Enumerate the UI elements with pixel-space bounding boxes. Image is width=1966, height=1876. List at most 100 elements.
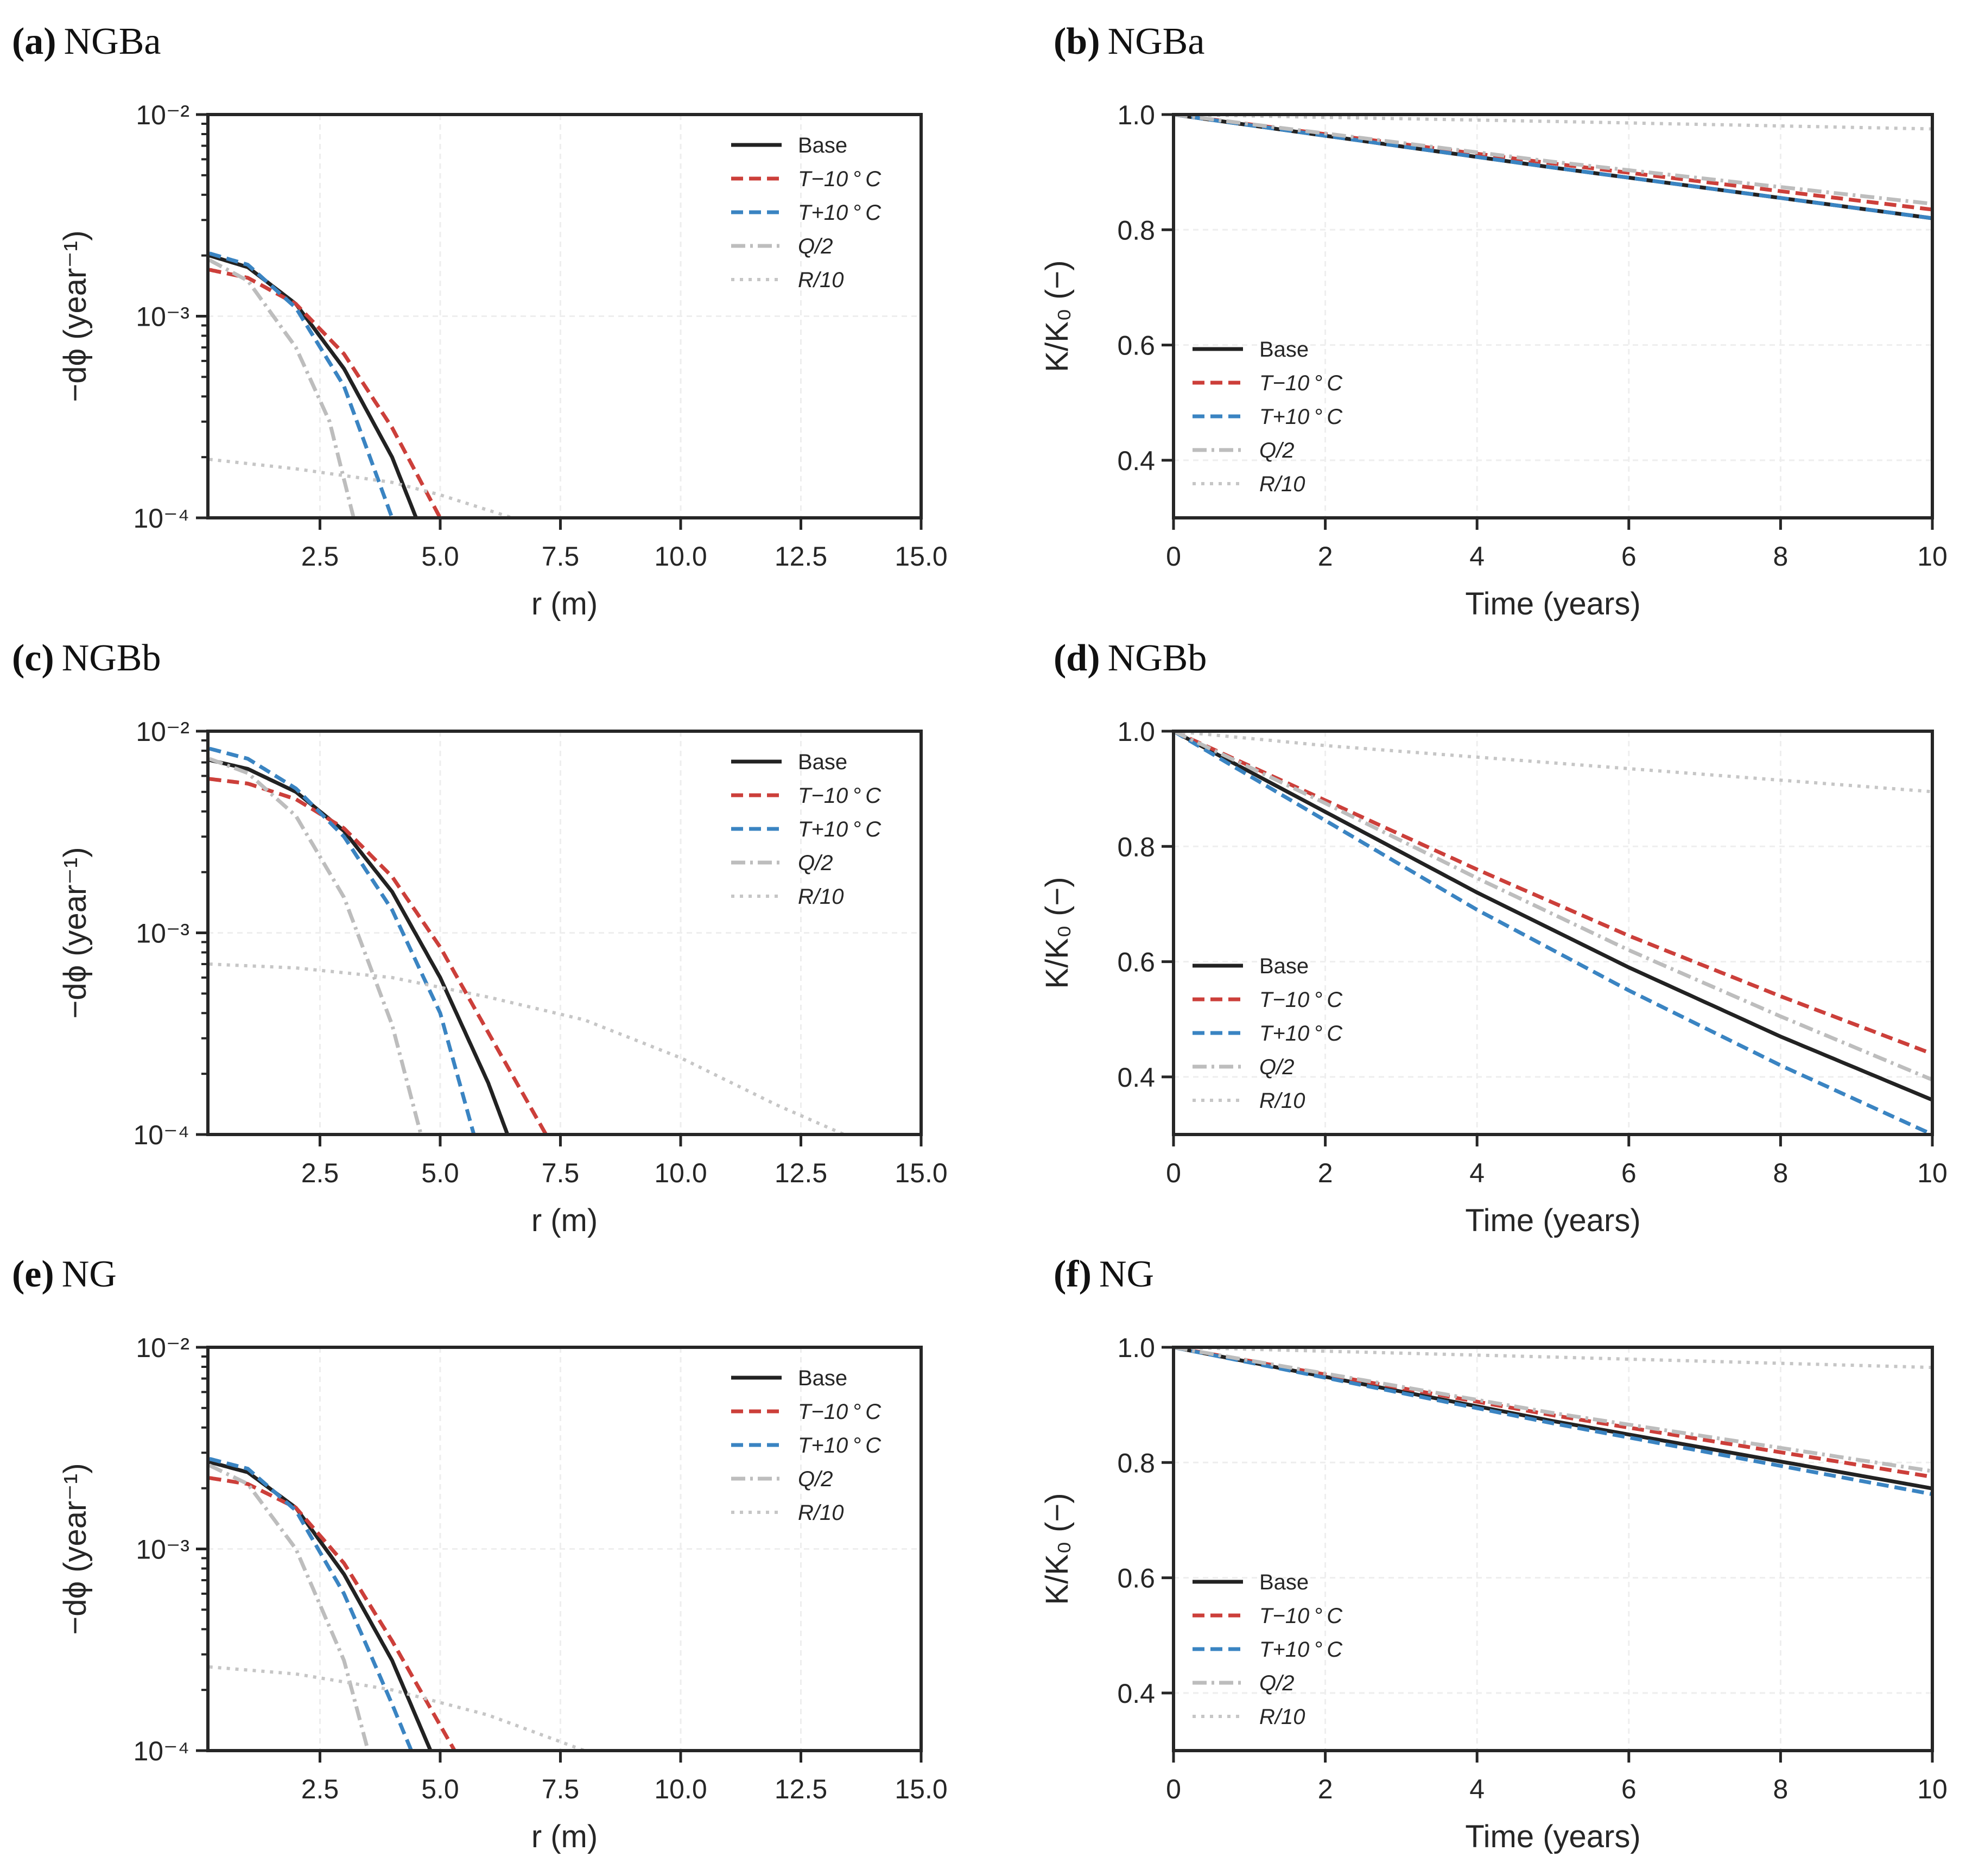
series-line-t10: [1174, 731, 1932, 1135]
series-line-base: [208, 758, 510, 1135]
y-tick-label: 0.8: [1117, 832, 1155, 862]
legend-label: Q/2: [798, 234, 833, 258]
legend-label: Base: [798, 134, 847, 157]
legend-label: T+10 ° C: [1259, 405, 1343, 429]
series-line-r10: [1174, 115, 1932, 131]
axes-frame: [206, 730, 923, 1136]
y-axis-label: K/K₀ (−): [1039, 260, 1075, 372]
panel-name: NG: [1099, 1253, 1154, 1295]
panel-letter: (c): [12, 637, 54, 679]
series-line-q2: [208, 1463, 370, 1751]
legend: Base T−10 ° C T+10 ° C Q/2 R/10: [731, 134, 881, 292]
y-axis-label: −dϕ (year⁻¹): [58, 847, 93, 1018]
legend-label: Q/2: [1259, 439, 1294, 462]
x-axis-label: Time (years): [1465, 586, 1640, 622]
x-tick-label: 2: [1318, 1158, 1333, 1188]
x-tick-label: 6: [1621, 541, 1637, 572]
x-axis-label: Time (years): [1465, 1819, 1640, 1854]
y-tick-label: 10⁻²: [136, 100, 189, 130]
axes-frame: [206, 113, 923, 519]
series-line-r10: [209, 962, 845, 1135]
x-tick-label: 12.5: [775, 1158, 827, 1188]
panel-name: NGBa: [64, 21, 161, 62]
series-line-t10: [1174, 731, 1932, 1056]
axes-frame: [1172, 730, 1934, 1136]
x-tick-label: 4: [1469, 541, 1485, 572]
legend-label: R/10: [798, 885, 844, 909]
series-line-t10: [208, 746, 476, 1135]
axes-frame: [1172, 113, 1934, 519]
series-line-r10: [209, 1665, 585, 1751]
legend: Base T−10 ° C T+10 ° C Q/2 R/10: [1193, 338, 1343, 496]
x-axis-label: r (m): [531, 1819, 598, 1854]
y-tick-label: 0.4: [1117, 446, 1155, 476]
panel-name: NGBa: [1108, 21, 1205, 62]
x-tick-label: 12.5: [775, 1774, 827, 1804]
y-tick-label: 1.0: [1117, 100, 1155, 130]
legend-label: Q/2: [798, 1467, 833, 1491]
x-tick-label: 10.0: [654, 1158, 707, 1188]
panel-letter: (a): [12, 21, 56, 62]
legend-label: R/10: [1259, 1089, 1305, 1113]
legend-label: Base: [1259, 338, 1309, 362]
panel-c: (c) NGBb 2.5 5.0 7.5 10.0 12.5 15.0 10⁻⁴ 10⁻³ 10⁻²…: [12, 637, 948, 1238]
legend-label: R/10: [1259, 1705, 1305, 1729]
x-axis-label: Time (years): [1465, 1203, 1640, 1238]
legend-label: Base: [1259, 954, 1309, 978]
legend-label: T+10 ° C: [1259, 1638, 1343, 1662]
series-line-q2: [1174, 1347, 1932, 1473]
x-tick-label: 0: [1166, 541, 1181, 572]
series-line-r10: [1174, 1347, 1932, 1370]
x-axis-label: r (m): [531, 586, 598, 622]
series-line-base: [208, 1460, 433, 1751]
series-line-base: [208, 253, 418, 518]
x-tick-label: 15.0: [895, 1774, 947, 1804]
series-line-t10: [1174, 1347, 1932, 1497]
x-tick-label: 0: [1166, 1774, 1181, 1804]
y-tick-label: 10⁻⁴: [134, 503, 190, 534]
panel-name: NG: [62, 1253, 117, 1295]
legend-label: T+10 ° C: [1259, 1022, 1343, 1045]
y-tick-label: 10⁻²: [136, 1333, 189, 1363]
panel-title: (c) NGBb: [12, 637, 161, 679]
panel-letter: (b): [1054, 21, 1100, 62]
y-tick-label: 10⁻⁴: [134, 1736, 190, 1766]
series-line-base: [1174, 731, 1932, 1102]
legend-label: R/10: [798, 268, 844, 292]
x-tick-label: 10: [1917, 1774, 1948, 1804]
x-tick-label: 7.5: [542, 1774, 580, 1804]
series-line-r10: [1174, 731, 1932, 794]
panel-title: (d) NGBb: [1054, 637, 1207, 679]
x-tick-label: 8: [1773, 541, 1788, 572]
y-tick-label: 10⁻²: [136, 717, 189, 747]
legend-label: T−10 ° C: [798, 784, 881, 808]
y-tick-label: 0.6: [1117, 331, 1155, 361]
x-tick-label: 15.0: [895, 541, 947, 572]
panel-letter: (e): [12, 1253, 54, 1295]
x-tick-label: 8: [1773, 1158, 1788, 1188]
panel-b: (b) NGBa 0 2 4 6 8 10 0.4 0.6 0.8 1.0 Time (years) K/…: [1039, 21, 1948, 622]
legend-label: Base: [798, 750, 847, 774]
panel-title: (b) NGBa: [1054, 21, 1204, 62]
legend-label: Q/2: [798, 851, 833, 875]
legend: Base T−10 ° C T+10 ° C Q/2 R/10: [731, 1366, 881, 1525]
x-tick-label: 10.0: [654, 1774, 707, 1804]
series-line-q2: [208, 258, 356, 518]
y-axis-label: −dϕ (year⁻¹): [58, 230, 93, 402]
y-tick-label: 10⁻³: [136, 1535, 189, 1565]
series-line-q2: [208, 757, 423, 1135]
x-tick-label: 5.0: [421, 541, 459, 572]
y-tick-label: 0.6: [1117, 1563, 1155, 1594]
axes-frame: [206, 1346, 923, 1752]
x-tick-label: 10.0: [654, 541, 707, 572]
y-tick-label: 0.8: [1117, 215, 1155, 245]
y-tick-label: 0.6: [1117, 947, 1155, 978]
series-line-t10: [209, 1476, 456, 1751]
x-tick-label: 10: [1917, 541, 1948, 572]
x-axis-label: r (m): [531, 1203, 598, 1238]
y-tick-label: 10⁻³: [136, 918, 189, 949]
x-tick-label: 5.0: [421, 1774, 459, 1804]
series-line-q2: [1174, 115, 1932, 206]
panel-letter: (f): [1054, 1253, 1092, 1295]
